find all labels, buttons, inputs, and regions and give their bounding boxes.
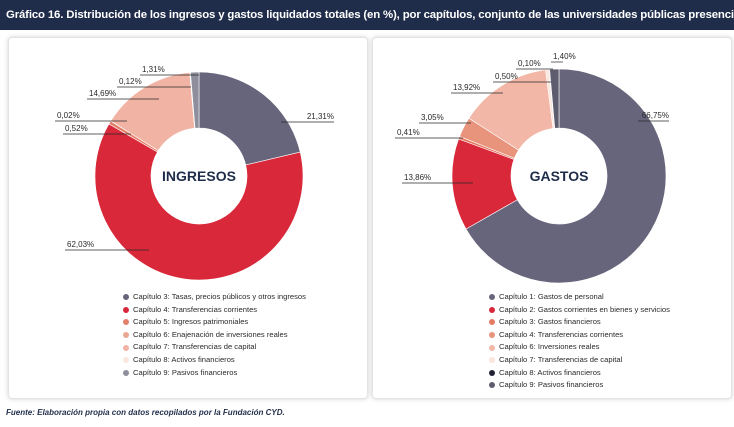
gastos-legend-item: Capítulo 2: Gastos corrientes en bienes … — [489, 304, 670, 317]
ingresos-legend-label: Capítulo 3: Tasas, precios públicos y ot… — [133, 292, 306, 301]
gastos-data-label: 0,50% — [495, 72, 518, 81]
gastos-legend-item: Capítulo 1: Gastos de personal — [489, 291, 670, 304]
gastos-legend-marker — [489, 382, 495, 389]
ingresos-legend-label: Capítulo 8: Activos financieros — [133, 354, 235, 364]
ingresos-chart-panel: 21,31% 62,03% 0,52% 0,02% 14,69% 0,12% 1,31% IN… — [8, 37, 368, 399]
gastos-center-label: GASTOS — [530, 168, 589, 184]
gastos-legend-marker — [489, 369, 495, 376]
ingresos-center-label: INGRESOS — [162, 168, 236, 184]
gastos-legend-label: Capítulo 2: Gastos corrientes en bienes … — [499, 304, 670, 314]
gastos-legend-marker — [489, 344, 495, 351]
ingresos-legend-label: Capítulo 4: Transferencias corrientes — [133, 304, 258, 314]
ingresos-legend-item: Capítulo 4: Transferencias corrientes — [123, 304, 306, 317]
gastos-legend-label: Capítulo 6: Inversiones reales — [499, 342, 600, 352]
gastos-legend-item: Capítulo 7: Transferencias de capital — [489, 354, 670, 367]
gastos-data-label: 0,10% — [518, 59, 541, 68]
ingresos-slice-capitulo-4 — [94, 123, 304, 281]
ingresos-donut-chart: 21,31% 62,03% 0,52% 0,02% 14,69%0,12%1,31% IN… — [55, 65, 334, 281]
gastos-legend-marker — [489, 357, 495, 364]
ingresos-legend-item: Capítulo 7: Transferencias de capital — [123, 341, 306, 354]
ingresos-legend-item: Capítulo 6: Enajenación de inversiones r… — [123, 329, 306, 342]
gastos-legend-label: Capítulo 3: Gastos financieros — [499, 317, 601, 327]
ingresos-data-label: 62,03% — [67, 240, 94, 249]
gastos-legend-item: Capítulo 6: Inversiones reales — [489, 341, 670, 354]
gastos-data-label: 66,75% — [642, 111, 669, 120]
gastos-data-label: 0,41% — [397, 128, 420, 137]
ingresos-legend-marker — [123, 332, 129, 339]
gastos-legend: Capítulo 1: Gastos de personal Capítulo 2… — [489, 291, 670, 392]
source-note: Fuente: Elaboración propia con datos rec… — [6, 408, 285, 417]
ingresos-legend-marker — [123, 306, 129, 313]
ingresos-data-label: 0,12% — [119, 77, 142, 86]
gastos-legend-item: Capítulo 3: Gastos financieros — [489, 316, 670, 329]
ingresos-data-label: 0,02% — [57, 111, 80, 120]
ingresos-legend-label: Capítulo 5: Ingresos patrimoniales — [133, 317, 249, 327]
ingresos-legend-label: Capítulo 9: Pasivos financieros — [133, 367, 238, 377]
gastos-legend-label: Capítulo 4: Transferencias corrientes — [499, 329, 624, 339]
ingresos-legend-item: Capítulo 9: Pasivos financieros — [123, 367, 306, 380]
ingresos-slice-capitulo-9 — [190, 71, 200, 129]
gastos-data-label: 13,86% — [404, 173, 431, 182]
gastos-legend-label: Capítulo 8: Activos financieros — [499, 367, 601, 377]
ingresos-legend-marker — [123, 344, 129, 351]
ingresos-slice-capitulo-3 — [198, 71, 301, 166]
gastos-legend-label: Capítulo 7: Transferencias de capital — [499, 354, 623, 364]
ingresos-legend-marker — [123, 357, 129, 364]
ingresos-data-label: 14,69% — [89, 89, 116, 98]
chart-title: Gráfico 16. Distribución de los ingresos… — [0, 0, 734, 30]
gastos-slice-capitulo-1 — [465, 68, 667, 284]
ingresos-data-label: 1,31% — [142, 65, 165, 74]
ingresos-legend-item: Capítulo 5: Ingresos patrimoniales — [123, 316, 306, 329]
gastos-legend-label: Capítulo 1: Gastos de personal — [499, 292, 604, 301]
gastos-donut-chart: 66,75% 13,86% 0,41%3,05% 13,92% 0,50%0,10% 1,… — [395, 52, 669, 284]
ingresos-legend-item: Capítulo 8: Activos financieros — [123, 354, 306, 367]
gastos-legend-label: Capítulo 9: Pasivos financieros — [499, 380, 604, 390]
gastos-legend-marker — [489, 332, 495, 339]
gastos-legend-marker — [489, 294, 495, 301]
gastos-data-label: 13,92% — [453, 83, 480, 92]
gastos-data-label: 1,40% — [553, 52, 576, 61]
gastos-legend-item: Capítulo 9: Pasivos financieros — [489, 379, 670, 392]
ingresos-data-label: 0,52% — [65, 124, 88, 133]
gastos-chart-panel: 66,75% 13,86% 0,41% 3,05% 13,92% 0,50% 0,10% 1,… — [372, 37, 732, 399]
ingresos-legend-item: Capítulo 3: Tasas, precios públicos y ot… — [123, 291, 306, 304]
gastos-data-label: 3,05% — [421, 113, 444, 122]
ingresos-legend: Capítulo 3: Tasas, precios públicos y ot… — [123, 291, 306, 379]
ingresos-legend-marker — [123, 294, 129, 301]
ingresos-legend-label: Capítulo 7: Transferencias de capital — [133, 342, 257, 352]
gastos-legend-item: Capítulo 4: Transferencias corrientes — [489, 329, 670, 342]
ingresos-legend-label: Capítulo 6: Enajenación de inversiones r… — [133, 329, 288, 339]
ingresos-legend-marker — [123, 369, 129, 376]
gastos-legend-item: Capítulo 8: Activos financieros — [489, 367, 670, 380]
ingresos-data-label: 21,31% — [307, 112, 334, 121]
ingresos-legend-marker — [123, 319, 129, 326]
gastos-legend-marker — [489, 306, 495, 313]
gastos-legend-marker — [489, 319, 495, 326]
